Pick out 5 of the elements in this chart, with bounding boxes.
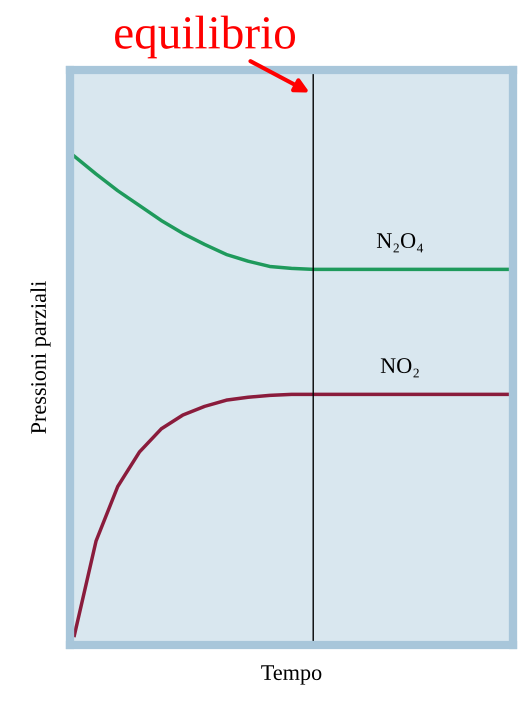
series-label: N₂O₄ (376, 233, 424, 252)
y-axis-title: Pressioni parziali (30, 281, 51, 434)
text: equilibrio (115, 16, 296, 58)
x-axis-title: Tempo (261, 665, 322, 685)
series-label: NO₂ (380, 358, 419, 378)
